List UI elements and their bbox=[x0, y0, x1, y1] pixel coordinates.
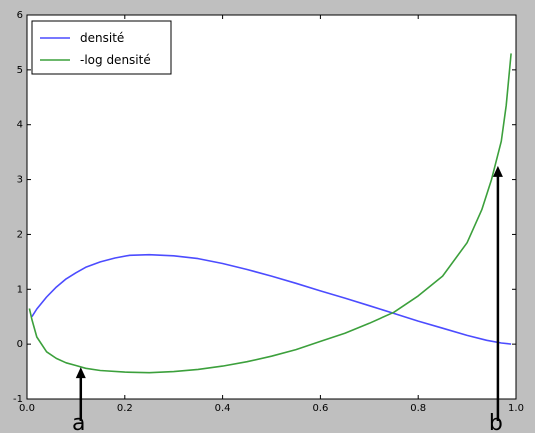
annotation-label: b bbox=[489, 411, 503, 433]
y-tick-label: 2 bbox=[17, 229, 23, 240]
x-tick-label: 0.0 bbox=[19, 403, 35, 414]
y-tick-label: -1 bbox=[13, 394, 23, 405]
legend-label: -log densité bbox=[80, 53, 151, 67]
plot-area bbox=[26, 14, 517, 400]
ticks-layer: 0.0 0.2 0.4 0.6 0.8 1.0 -1 0 1 2 3 4 5 6 bbox=[13, 10, 524, 414]
y-tick-label: 3 bbox=[17, 175, 23, 186]
x-tick-label: 0.8 bbox=[410, 403, 426, 414]
legend: densité -log densité bbox=[31, 20, 172, 75]
annotation-arrow-head bbox=[75, 367, 86, 379]
annotation-label: a bbox=[72, 411, 85, 433]
x-tick-label: 0.6 bbox=[312, 403, 328, 414]
y-tick-label: 6 bbox=[17, 10, 23, 21]
y-tick-label: 5 bbox=[17, 65, 23, 76]
legend-label: densité bbox=[80, 31, 124, 45]
x-tick-label: 0.4 bbox=[215, 403, 231, 414]
x-tick-label: 1.0 bbox=[508, 403, 524, 414]
y-tick-label: 0 bbox=[17, 339, 23, 350]
series-line-0 bbox=[31, 253, 512, 345]
y-tick-label: 1 bbox=[17, 284, 23, 295]
legend-box bbox=[31, 20, 172, 75]
annotation-arrow-head bbox=[492, 165, 503, 177]
series-line-1 bbox=[28, 53, 512, 374]
series-layer bbox=[28, 53, 512, 374]
y-tick-label: 4 bbox=[17, 120, 23, 131]
x-tick-label: 0.2 bbox=[117, 403, 133, 414]
